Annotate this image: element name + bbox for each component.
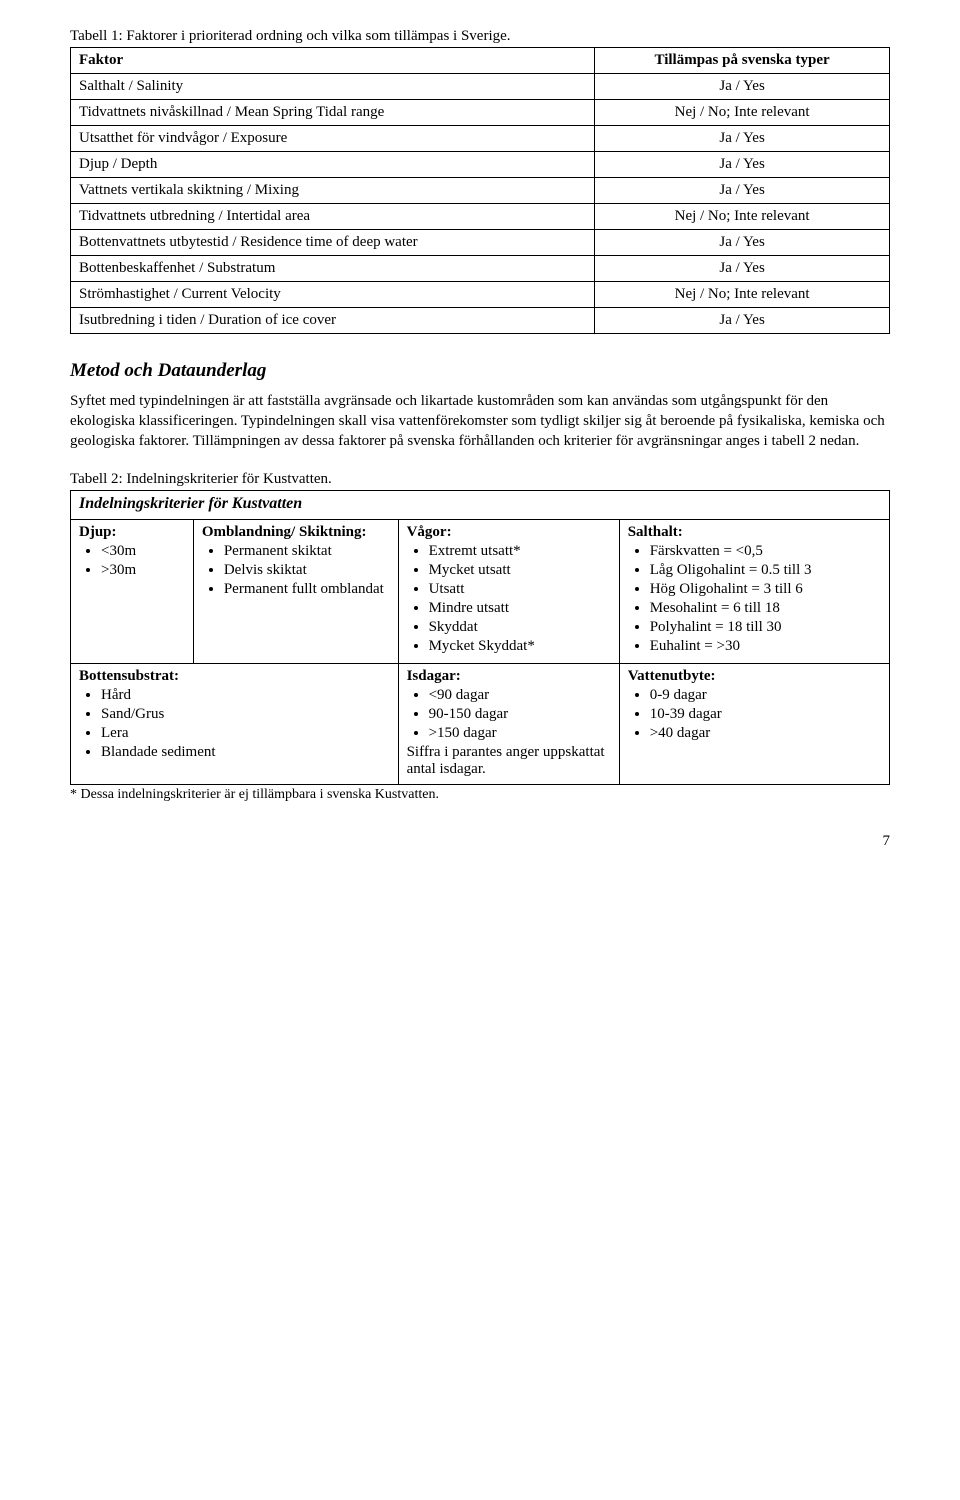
list-item: Hård: [101, 687, 390, 704]
list-item: Delvis skiktat: [224, 562, 390, 579]
list-item: 10-39 dagar: [650, 706, 881, 723]
table2-caption: Tabell 2: Indelningskriterier för Kustva…: [70, 471, 890, 488]
isdagar-label: Isdagar:: [407, 668, 611, 685]
table1-cell: Bottenvattnets utbytestid / Residence ti…: [71, 230, 595, 256]
table2-title: Indelningskriterier för Kustvatten: [71, 491, 890, 520]
table2-vagor-cell: Vågor: Extremt utsatt* Mycket utsatt Uts…: [398, 520, 619, 664]
list-item: Skyddat: [429, 619, 611, 636]
list-item: Mindre utsatt: [429, 600, 611, 617]
list-item: Mesohalint = 6 till 18: [650, 600, 881, 617]
table1-head-left: Faktor: [71, 48, 595, 74]
table1-cell: Nej / No; Inte relevant: [595, 100, 890, 126]
list-item: 90-150 dagar: [429, 706, 611, 723]
list-item: Låg Oligohalint = 0.5 till 3: [650, 562, 881, 579]
table1-cell: Isutbredning i tiden / Duration of ice c…: [71, 308, 595, 334]
list-item: 0-9 dagar: [650, 687, 881, 704]
list-item: Lera: [101, 725, 390, 742]
list-item: Färskvatten = <0,5: [650, 543, 881, 560]
table1-cell: Djup / Depth: [71, 152, 595, 178]
table1: Faktor Tillämpas på svenska typer Saltha…: [70, 47, 890, 334]
list-item: >40 dagar: [650, 725, 881, 742]
isdagar-note: Siffra i parantes anger uppskattat antal…: [407, 744, 611, 778]
list-item: >150 dagar: [429, 725, 611, 742]
table1-cell: Nej / No; Inte relevant: [595, 282, 890, 308]
table1-cell: Ja / Yes: [595, 308, 890, 334]
omblandning-label: Omblandning/ Skiktning:: [202, 524, 390, 541]
table1-cell: Ja / Yes: [595, 74, 890, 100]
table2: Indelningskriterier för Kustvatten Djup:…: [70, 490, 890, 785]
vagor-label: Vågor:: [407, 524, 611, 541]
table1-cell: Tidvattnets nivåskillnad / Mean Spring T…: [71, 100, 595, 126]
salthalt-label: Salthalt:: [628, 524, 881, 541]
list-item: Permanent fullt omblandat: [224, 581, 390, 598]
list-item: >30m: [101, 562, 185, 579]
table1-cell: Utsatthet för vindvågor / Exposure: [71, 126, 595, 152]
list-item: Blandade sediment: [101, 744, 390, 761]
djup-label: Djup:: [79, 524, 185, 541]
table1-cell: Ja / Yes: [595, 230, 890, 256]
list-item: Sand/Grus: [101, 706, 390, 723]
table2-isdagar-cell: Isdagar: <90 dagar 90-150 dagar >150 dag…: [398, 664, 619, 785]
list-item: Mycket utsatt: [429, 562, 611, 579]
table1-cell: Ja / Yes: [595, 126, 890, 152]
list-item: Hög Oligohalint = 3 till 6: [650, 581, 881, 598]
list-item: Utsatt: [429, 581, 611, 598]
vattenutbyte-label: Vattenutbyte:: [628, 668, 881, 685]
table2-bottensubstrat-cell: Bottensubstrat: Hård Sand/Grus Lera Blan…: [71, 664, 399, 785]
list-item: Extremt utsatt*: [429, 543, 611, 560]
list-item: <90 dagar: [429, 687, 611, 704]
list-item: <30m: [101, 543, 185, 560]
table1-cell: Vattnets vertikala skiktning / Mixing: [71, 178, 595, 204]
table1-cell: Ja / Yes: [595, 178, 890, 204]
table2-salthalt-cell: Salthalt: Färskvatten = <0,5 Låg Oligoha…: [619, 520, 889, 664]
table1-head-right: Tillämpas på svenska typer: [595, 48, 890, 74]
list-item: Euhalint = >30: [650, 638, 881, 655]
table1-cell: Tidvattnets utbredning / Intertidal area: [71, 204, 595, 230]
section-heading: Metod och Dataunderlag: [70, 360, 890, 382]
page-number: 7: [70, 833, 890, 850]
list-item: Permanent skiktat: [224, 543, 390, 560]
list-item: Polyhalint = 18 till 30: [650, 619, 881, 636]
table2-vattenutbyte-cell: Vattenutbyte: 0-9 dagar 10-39 dagar >40 …: [619, 664, 889, 785]
list-item: Mycket Skyddat*: [429, 638, 611, 655]
table1-cell: Bottenbeskaffenhet / Substratum: [71, 256, 595, 282]
table2-omblandning-cell: Omblandning/ Skiktning: Permanent skikta…: [193, 520, 398, 664]
table1-cell: Ja / Yes: [595, 256, 890, 282]
table2-footnote: * Dessa indelningskriterier är ej tilläm…: [70, 787, 890, 803]
section-paragraph: Syftet med typindelningen är att faststä…: [70, 392, 890, 451]
bottensubstrat-label: Bottensubstrat:: [79, 668, 390, 685]
table1-cell: Salthalt / Salinity: [71, 74, 595, 100]
table2-djup-cell: Djup: <30m >30m: [71, 520, 194, 664]
table1-cell: Ja / Yes: [595, 152, 890, 178]
table1-cell: Nej / No; Inte relevant: [595, 204, 890, 230]
table1-cell: Strömhastighet / Current Velocity: [71, 282, 595, 308]
table1-caption: Tabell 1: Faktorer i prioriterad ordning…: [70, 28, 890, 45]
